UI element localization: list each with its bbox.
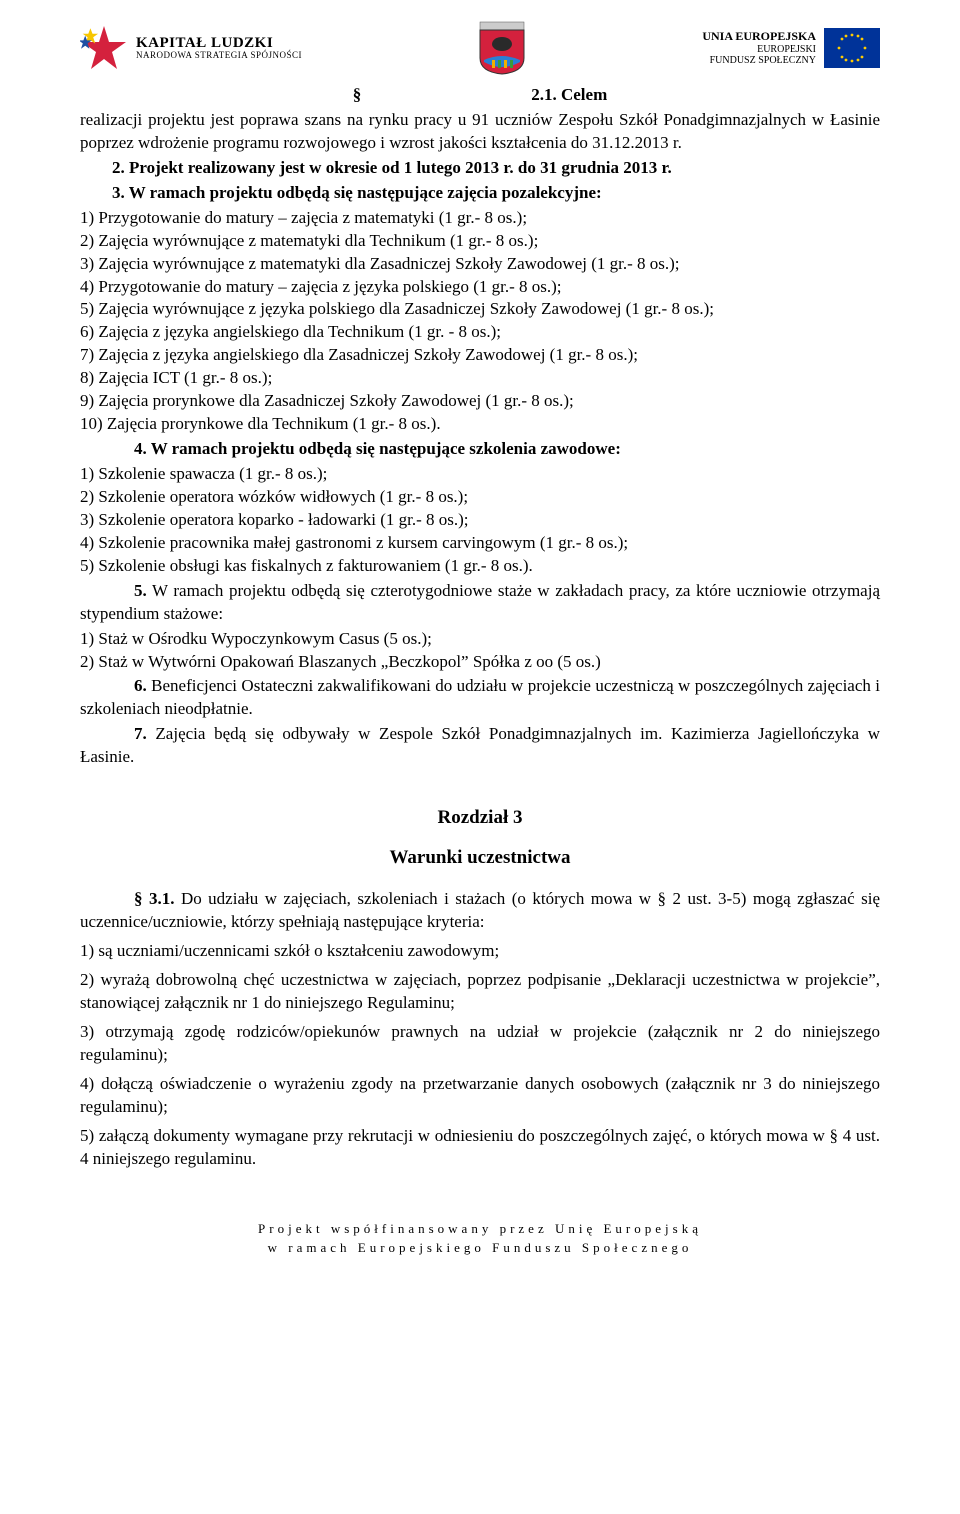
- list-item: 4) Szkolenie pracownika małej gastronomi…: [80, 532, 880, 555]
- list-item: 3) otrzymają zgodę rodziców/opiekunów pr…: [80, 1021, 880, 1067]
- list-item: 2) Zajęcia wyrównujące z matematyki dla …: [80, 230, 880, 253]
- logo-crest: [474, 20, 530, 76]
- section-2-2: 2. Projekt realizowany jest w okresie od…: [80, 157, 880, 180]
- section-2-6-body: Beneficjenci Ostateczni zakwalifikowani …: [80, 676, 880, 718]
- section-2-4-text: 4. W ramach projektu odbędą się następuj…: [134, 439, 621, 458]
- powiat-crest-icon: [474, 20, 530, 76]
- list-item: 1) Przygotowanie do matury – zajęcia z m…: [80, 207, 880, 230]
- logo-right-line2: EUROPEJSKI: [702, 44, 816, 55]
- section-2-1-heading: § 2.1. Celem: [80, 84, 880, 107]
- list-item: 4) dołączą oświadczenie o wyrażeniu zgod…: [80, 1073, 880, 1119]
- list-item: 1) są uczniami/uczennicami szkół o kszta…: [80, 940, 880, 963]
- footer-line-1: Projekt współfinansowany przez Unię Euro…: [80, 1219, 880, 1239]
- logo-left-subtitle: NARODOWA STRATEGIA SPÓJNOŚCI: [136, 51, 302, 61]
- section-2-6-num: 6.: [134, 676, 147, 695]
- section-2-7-body: Zajęcia będą się odbywały w Zespole Szkó…: [80, 724, 880, 766]
- footer: Projekt współfinansowany przez Unię Euro…: [80, 1219, 880, 1258]
- section-2-3: 3. W ramach projektu odbędą się następuj…: [80, 182, 880, 205]
- section-3-1: § 3.1. Do udziału w zajęciach, szkolenia…: [80, 888, 880, 934]
- logo-kapital-ludzki: KAPITAŁ LUDZKI NARODOWA STRATEGIA SPÓJNO…: [80, 24, 302, 72]
- section-2-1-num: 2.1. Celem: [531, 85, 607, 104]
- logo-left-text: KAPITAŁ LUDZKI NARODOWA STRATEGIA SPÓJNO…: [136, 35, 302, 61]
- list-item: 7) Zajęcia z języka angielskiego dla Zas…: [80, 344, 880, 367]
- list-item: 8) Zajęcia ICT (1 gr.- 8 os.);: [80, 367, 880, 390]
- section-2-2-text: 2. Projekt realizowany jest w okresie od…: [112, 158, 672, 177]
- list-item: 3) Zajęcia wyrównujące z matematyki dla …: [80, 253, 880, 276]
- human-capital-icon: [80, 24, 128, 72]
- list-item: 5) Szkolenie obsługi kas fiskalnych z fa…: [80, 555, 880, 578]
- section-3-1-num: § 3.1.: [134, 889, 174, 908]
- header-logos: KAPITAŁ LUDZKI NARODOWA STRATEGIA SPÓJNO…: [80, 20, 880, 76]
- section-2-5: 5. W ramach projektu odbędą się czteroty…: [80, 580, 880, 626]
- section-3-1-body: Do udziału w zajęciach, szkoleniach i st…: [80, 889, 880, 931]
- logo-eu: UNIA EUROPEJSKA EUROPEJSKI FUNDUSZ SPOŁE…: [702, 28, 880, 68]
- list-item: 2) Staż w Wytwórni Opakowań Blaszanych „…: [80, 651, 880, 674]
- section-2-4: 4. W ramach projektu odbędą się następuj…: [80, 438, 880, 461]
- section-2-7-num: 7.: [134, 724, 147, 743]
- section-2-5-list: 1) Staż w Ośrodku Wypoczynkowym Casus (5…: [80, 628, 880, 674]
- list-item: 2) wyrażą dobrowolną chęć uczestnictwa w…: [80, 969, 880, 1015]
- list-item: 2) Szkolenie operatora wózków widłowych …: [80, 486, 880, 509]
- chapter-3-subtitle: Warunki uczestnictwa: [80, 845, 880, 871]
- list-item: 3) Szkolenie operatora koparko - ładowar…: [80, 509, 880, 532]
- logo-right-text: UNIA EUROPEJSKA EUROPEJSKI FUNDUSZ SPOŁE…: [702, 30, 816, 65]
- footer-line-2: w ramach Europejskiego Funduszu Społeczn…: [80, 1238, 880, 1258]
- chapter-3-title: Rozdział 3: [80, 805, 880, 831]
- list-item: 10) Zajęcia prorynkowe dla Technikum (1 …: [80, 413, 880, 436]
- section-2-6: 6. Beneficjenci Ostateczni zakwalifikowa…: [80, 675, 880, 721]
- list-item: 6) Zajęcia z języka angielskiego dla Tec…: [80, 321, 880, 344]
- section-2-1-body: realizacji projektu jest poprawa szans n…: [80, 109, 880, 155]
- section-2-3-text: 3. W ramach projektu odbędą się następuj…: [112, 183, 602, 202]
- logo-right-title: UNIA EUROPEJSKA: [702, 30, 816, 43]
- section-2-7: 7. Zajęcia będą się odbywały w Zespole S…: [80, 723, 880, 769]
- list-item: 1) Szkolenie spawacza (1 gr.- 8 os.);: [80, 463, 880, 486]
- list-item: 1) Staż w Ośrodku Wypoczynkowym Casus (5…: [80, 628, 880, 651]
- section-2-5-num: 5.: [134, 581, 147, 600]
- list-item: 5) Zajęcia wyrównujące z języka polskieg…: [80, 298, 880, 321]
- section-2-5-body: W ramach projektu odbędą się czterotygod…: [80, 581, 880, 623]
- list-item: 4) Przygotowanie do matury – zajęcia z j…: [80, 276, 880, 299]
- list-item: 5) załączą dokumenty wymagane przy rekru…: [80, 1125, 880, 1171]
- section-2-3-list: 1) Przygotowanie do matury – zajęcia z m…: [80, 207, 880, 436]
- list-item: 9) Zajęcia prorynkowe dla Zasadniczej Sz…: [80, 390, 880, 413]
- section-3-list: 1) są uczniami/uczennicami szkół o kszta…: [80, 940, 880, 1170]
- logo-left-title: KAPITAŁ LUDZKI: [136, 35, 302, 52]
- paragraph-symbol: §: [353, 85, 362, 104]
- section-2-4-list: 1) Szkolenie spawacza (1 gr.- 8 os.); 2)…: [80, 463, 880, 578]
- logo-right-line3: FUNDUSZ SPOŁECZNY: [702, 55, 816, 66]
- eu-flag-icon: [824, 28, 880, 68]
